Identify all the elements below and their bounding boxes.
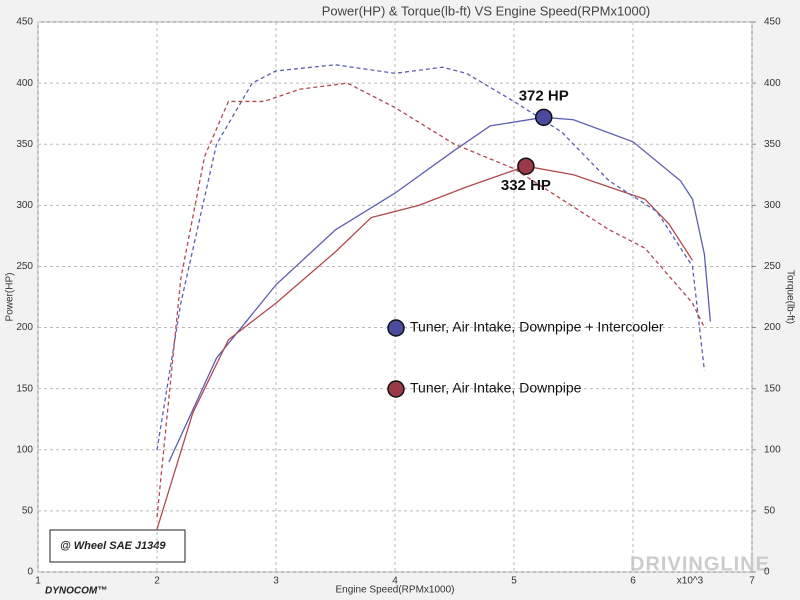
torque-line	[156, 64, 706, 450]
power-line	[168, 116, 711, 463]
note: @ Wheel SAE J1349	[60, 540, 166, 552]
y-tick-label: 200	[16, 322, 33, 333]
x-tick-label: 6	[630, 576, 636, 587]
x-tick-label: 2	[154, 576, 160, 587]
y-tick-label: 150	[16, 383, 33, 394]
peak-label: 332 HP	[501, 177, 551, 194]
peak-label: 372 HP	[519, 87, 569, 104]
legend-label: Tuner, Air Intake, Downpipe	[410, 380, 582, 396]
y2-tick-label: 400	[764, 78, 781, 89]
y-tick-label: 300	[16, 200, 33, 211]
power-line	[156, 165, 694, 530]
y2-tick-label: 200	[764, 322, 781, 333]
plot-area	[37, 21, 753, 573]
y2-tick-label: 250	[764, 261, 781, 272]
x-tick-label: 1	[35, 576, 41, 587]
x-tick-label: 7	[749, 576, 755, 587]
torque-line	[156, 82, 705, 518]
y2-axis-label: Torque(lb-ft)	[784, 270, 795, 324]
x-tick-label: 5	[511, 576, 517, 587]
legend-label: Tuner, Air Intake, Downpipe + Intercoole…	[410, 319, 664, 335]
x-tick-label: 4	[392, 576, 398, 587]
y-tick-label: 350	[16, 139, 33, 150]
y-tick-label: 50	[22, 506, 34, 517]
y2-tick-label: 100	[764, 444, 781, 455]
y-tick-label: 0	[27, 567, 33, 578]
y2-tick-label: 0	[764, 567, 770, 578]
y2-tick-label: 50	[764, 506, 776, 517]
y-tick-label: 400	[16, 78, 33, 89]
y-tick-label: 100	[16, 444, 33, 455]
y-tick-label: 450	[16, 17, 33, 28]
brand: DYNOCOM™	[45, 586, 107, 597]
y2-tick-label: 150	[764, 383, 781, 394]
x-axis-label: Engine Speed(RPMx1000)	[336, 585, 455, 596]
note-box	[49, 529, 186, 563]
watermark: DRIVINGLINE	[630, 553, 770, 575]
y-axis-label: Power(HP)	[5, 273, 16, 322]
peak-marker	[517, 157, 535, 175]
peak-marker	[535, 108, 553, 127]
y2-tick-label: 350	[764, 139, 781, 150]
chart-title: Power(HP) & Torque(lb-ft) VS Engine Spee…	[322, 3, 651, 18]
legend-marker	[387, 380, 405, 398]
y-tick-label: 250	[16, 261, 33, 272]
legend-marker	[387, 319, 405, 337]
x-tick-label: 3	[273, 576, 279, 587]
y2-tick-label: 450	[764, 17, 781, 28]
x-unit-note: x10^3	[677, 576, 704, 587]
y2-tick-label: 300	[764, 200, 781, 211]
